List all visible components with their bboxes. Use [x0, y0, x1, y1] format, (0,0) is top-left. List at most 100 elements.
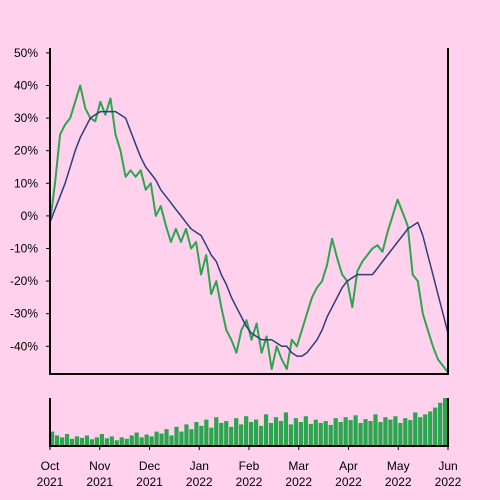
- volume-bar: [283, 412, 289, 446]
- y-tick-label: -40%: [10, 339, 38, 353]
- x-tick-label: May: [387, 459, 410, 473]
- volume-bar: [373, 414, 378, 446]
- x-tick-label: Jan: [190, 459, 209, 473]
- volume-bar: [343, 417, 348, 446]
- volume-bar: [139, 437, 144, 446]
- volume-bar: [288, 424, 294, 446]
- volume-bar: [398, 422, 403, 446]
- x-tick-label: 2021: [37, 475, 64, 489]
- volume-bar: [204, 419, 209, 446]
- volume-bar: [154, 431, 159, 446]
- volume-bar: [303, 416, 308, 446]
- volume-bar: [209, 427, 214, 446]
- volume-bar: [184, 424, 189, 446]
- volume-bar: [214, 417, 219, 446]
- volume-bar: [308, 423, 313, 446]
- y-tick-label: 40%: [14, 78, 38, 92]
- volume-bar: [69, 438, 75, 446]
- volume-bar: [323, 421, 328, 446]
- volume-bar: [114, 440, 119, 446]
- volume-bar: [234, 418, 239, 446]
- volume-bar: [249, 422, 254, 446]
- volume-bar: [169, 435, 174, 446]
- volume-bar: [443, 398, 448, 446]
- volume-bar: [239, 424, 244, 446]
- volume-bar: [149, 436, 154, 446]
- volume-bar: [263, 414, 269, 446]
- volume-bar: [413, 412, 418, 446]
- volume-bar: [94, 437, 100, 446]
- volume-bar: [74, 436, 80, 446]
- y-tick-label: -30%: [10, 307, 38, 321]
- volume-bar: [159, 433, 164, 446]
- volume-bar: [219, 422, 224, 446]
- volume-bar: [99, 434, 104, 446]
- volume-bar: [50, 431, 55, 446]
- volume-bar: [79, 437, 85, 446]
- y-tick-label: 0%: [21, 209, 39, 223]
- y-tick-label: -20%: [10, 274, 38, 288]
- volume-bar: [54, 435, 60, 446]
- y-tick-label: 20%: [14, 144, 38, 158]
- volume-bar: [328, 424, 333, 446]
- volume-bar: [189, 429, 194, 446]
- volume-bar: [318, 422, 323, 446]
- volume-bar: [258, 425, 264, 446]
- volume-bar: [89, 439, 95, 446]
- plot: [50, 84, 448, 374]
- volume-bar: [224, 421, 229, 446]
- x-tick-label: Oct: [41, 459, 60, 473]
- x-tick-label: 2022: [385, 475, 412, 489]
- volume-bar: [164, 429, 169, 446]
- y-tick-label: 30%: [14, 111, 38, 125]
- x-tick-label: Dec: [139, 459, 160, 473]
- volume-bar: [368, 421, 373, 446]
- x-tick-label: Jun: [438, 459, 457, 473]
- volume-bar: [313, 419, 318, 446]
- volume-bar: [338, 422, 343, 446]
- volume-bar: [59, 437, 65, 446]
- volume-bar: [229, 426, 234, 446]
- volume-bar: [273, 417, 279, 446]
- volume-bar: [333, 418, 338, 446]
- volume-bar: [423, 414, 428, 446]
- volume-bar: [119, 437, 124, 446]
- volume-bar: [403, 418, 408, 446]
- volume-bar: [418, 417, 423, 446]
- volume-frame: [49, 398, 449, 447]
- x-tick-label: 2022: [435, 475, 462, 489]
- volume-bar: [298, 422, 303, 446]
- volume-bar: [104, 438, 109, 446]
- series-line: [50, 110, 448, 357]
- volume-bar: [358, 422, 363, 446]
- volume-bar: [244, 416, 249, 446]
- volume-bar: [378, 422, 383, 446]
- volume-bar: [363, 419, 368, 446]
- volume-bar: [428, 411, 433, 446]
- volume-bar: [179, 431, 184, 446]
- y-tick-label: -10%: [10, 241, 38, 255]
- y-tick-label: 50%: [14, 46, 38, 60]
- volume-bar: [408, 420, 413, 446]
- volume-bar: [109, 436, 114, 446]
- volume-bar: [383, 417, 388, 446]
- volume-bar: [134, 432, 139, 446]
- volume-bar: [438, 402, 443, 446]
- x-tick-label: Nov: [89, 459, 110, 473]
- x-tick-label: 2022: [186, 475, 213, 489]
- volume-bar: [84, 435, 90, 446]
- volume-bar: [393, 416, 398, 446]
- volume-bar: [348, 420, 353, 446]
- volume-bar: [388, 419, 393, 446]
- y-tick-label: 10%: [14, 176, 38, 190]
- volume-bar: [268, 422, 274, 446]
- volume-bar: [194, 422, 199, 446]
- volume-bar: [129, 435, 134, 446]
- main-frame: [49, 48, 449, 375]
- x-tick-label: 2022: [236, 475, 263, 489]
- x-tick-label: 2021: [86, 475, 113, 489]
- volume-bar: [293, 418, 299, 446]
- x-tick-label: Mar: [288, 459, 309, 473]
- volume-bar: [199, 425, 204, 446]
